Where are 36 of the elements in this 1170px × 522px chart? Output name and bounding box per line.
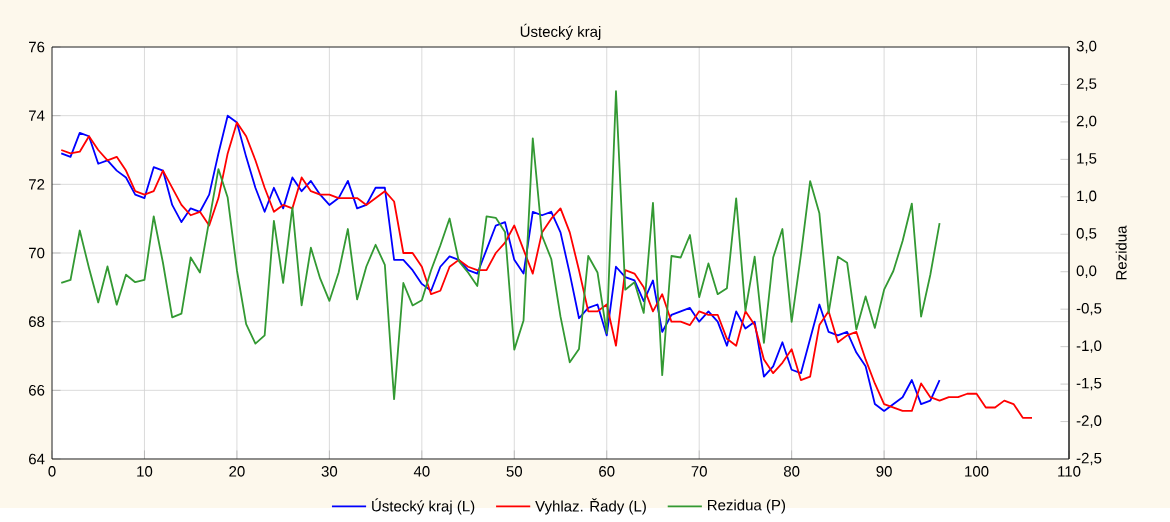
legend-label: Vyhlaz. Řady (L): [535, 498, 646, 515]
x-tick-label: 30: [321, 465, 338, 477]
y2-axis-title: Rezidua: [1115, 225, 1127, 280]
y2-tick-label: 0,0: [1076, 265, 1097, 278]
y2-tick-label: 1,0: [1077, 190, 1097, 203]
y-tick-label: 64: [29, 453, 45, 465]
y-tick-label: 68: [29, 316, 45, 327]
y-tick-label: 74: [29, 110, 45, 121]
legend-label: Rezidua (P): [707, 499, 786, 514]
y2-tick-label: 0,5: [1076, 227, 1097, 241]
x-tick-label: 70: [691, 465, 707, 477]
x-tick-label: 100: [965, 465, 989, 477]
y2-tick-label: -1,0: [1076, 340, 1102, 353]
x-tick-label: 90: [876, 465, 892, 477]
y-tick-label: 66: [29, 384, 45, 396]
y2-tick-label: 3,0: [1076, 40, 1097, 53]
x-tick-label: 80: [783, 465, 800, 477]
legend-label: Ústecký kraj (L): [372, 498, 475, 515]
chart-title: Ústecký kraj: [520, 23, 601, 40]
y2-tick-label: 1,5: [1077, 153, 1097, 166]
x-tick-label: 10: [137, 465, 153, 477]
x-tick-label: 0: [48, 465, 56, 477]
x-tick-label: 20: [229, 465, 245, 477]
x-tick-label: 60: [599, 465, 615, 477]
y2-tick-label: 2,5: [1076, 78, 1097, 91]
x-tick-label: 50: [506, 465, 523, 477]
y2-tick-label: -2,5: [1076, 452, 1102, 465]
y2-tick-label: -1,5: [1076, 377, 1102, 390]
x-tick-label: 110: [1058, 465, 1081, 477]
y2-tick-label: -2,0: [1076, 415, 1102, 428]
y-tick-label: 72: [29, 178, 45, 190]
y2-tick-label: -0,5: [1076, 302, 1102, 316]
x-tick-label: 40: [413, 465, 430, 477]
y-tick-label: 76: [29, 41, 45, 53]
y2-tick-label: 2,0: [1076, 115, 1097, 128]
y-tick-label: 70: [29, 247, 45, 259]
